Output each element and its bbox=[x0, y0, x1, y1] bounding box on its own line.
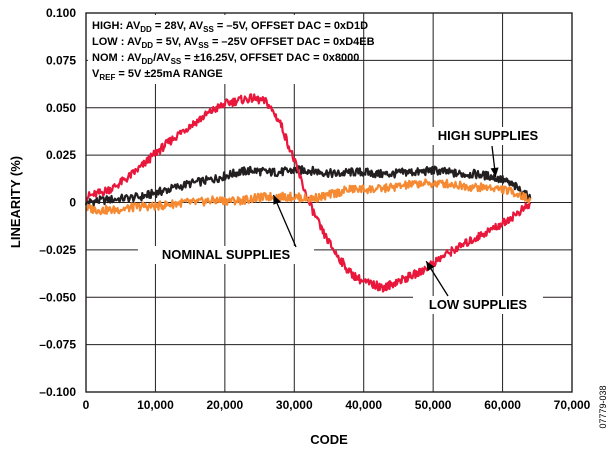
y-tick-label: 0.025 bbox=[46, 148, 76, 162]
legend-text: = 5V ±25mA RANGE bbox=[115, 68, 222, 80]
legend-text: /AV bbox=[153, 52, 171, 64]
annotation-arrow-line bbox=[272, 194, 297, 248]
x-tick-label: 60,000 bbox=[484, 398, 521, 412]
legend-subscript: DD bbox=[142, 57, 154, 66]
y-axis-label: LINEARITY (%) bbox=[8, 156, 23, 248]
legend-text: = ±16.25V, OFFSET DAC = 0x8000 bbox=[181, 52, 359, 64]
annotation-label: HIGH SUPPLIES bbox=[438, 128, 539, 143]
annotation-background bbox=[421, 127, 555, 145]
legend-text: = –25V OFFSET DAC = 0xD4EB bbox=[209, 36, 375, 48]
legend-subscript: DD bbox=[142, 41, 154, 50]
x-tick-label: 50,000 bbox=[415, 398, 452, 412]
legend-box: HIGH: AVDD = 28V, AVSS = –5V, OFFSET DAC… bbox=[88, 15, 375, 84]
legend-subscript: SS bbox=[198, 41, 209, 50]
annotation-background bbox=[138, 246, 314, 264]
legend-line: HIGH: AVDD = 28V, AVSS = –5V, OFFSET DAC… bbox=[92, 20, 368, 34]
plot-frame bbox=[85, 12, 573, 393]
series-line-nominal-supplies bbox=[85, 178, 532, 216]
legend-text: LOW : AV bbox=[92, 36, 142, 48]
legend-subscript: REF bbox=[99, 73, 115, 82]
legend-text: V bbox=[92, 68, 100, 80]
y-tick-label: 0.075 bbox=[46, 53, 76, 67]
x-axis-label: CODE bbox=[310, 432, 348, 447]
x-tick-label: 30,000 bbox=[276, 398, 313, 412]
y-tick-label: –0.075 bbox=[39, 338, 76, 352]
legend-line: VREF = 5V ±25mA RANGE bbox=[92, 68, 223, 82]
annotation-label: LOW SUPPLIES bbox=[429, 297, 528, 312]
annotation-arrowhead bbox=[426, 261, 435, 271]
series-line-low-supplies bbox=[85, 93, 532, 293]
annotation-arrowhead bbox=[273, 194, 281, 205]
x-tick-label: 0 bbox=[83, 398, 90, 412]
x-tick-label: 10,000 bbox=[137, 398, 174, 412]
annotation-label: NOMINAL SUPPLIES bbox=[162, 247, 291, 262]
y-tick-label: –0.025 bbox=[39, 243, 76, 257]
legend-line: NOM : AVDD/AVSS = ±16.25V, OFFSET DAC = … bbox=[92, 52, 359, 66]
legend-subscript: SS bbox=[203, 25, 214, 34]
annotation-background bbox=[413, 296, 543, 314]
series-line-high-supplies bbox=[84, 165, 532, 207]
plot-border bbox=[85, 12, 573, 393]
legend-text: NOM : AV bbox=[92, 52, 142, 64]
y-tick-label: –0.050 bbox=[39, 290, 76, 304]
tick-labels: 0 10,000 20,000 30,000 40,000 50,000 60,000 70,… bbox=[39, 6, 590, 412]
y-tick-label: 0.050 bbox=[46, 101, 76, 115]
annotations: HIGH SUPPLIES NOMINAL SUPPLIES LOW SUPPLIE… bbox=[138, 127, 555, 314]
x-tick-label: 20,000 bbox=[207, 398, 244, 412]
y-tick-label: 0.100 bbox=[46, 6, 76, 20]
legend-text: = 5V, AV bbox=[153, 36, 199, 48]
legend-text: = –5V, OFFSET DAC = 0xD1D bbox=[214, 20, 368, 32]
legend-subscript: SS bbox=[171, 57, 182, 66]
legend-line: LOW : AVDD = 5V, AVSS = –25V OFFSET DAC … bbox=[92, 36, 375, 50]
x-tick-label: 70,000 bbox=[554, 398, 591, 412]
annotation-arrowhead bbox=[490, 167, 499, 177]
legend-text: HIGH: AV bbox=[92, 20, 141, 32]
x-tick-label: 40,000 bbox=[345, 398, 382, 412]
legend-subscript: DD bbox=[140, 25, 152, 34]
y-tick-label: 0 bbox=[69, 196, 76, 210]
y-tick-label: –0.100 bbox=[39, 385, 76, 399]
figure-id-label: 07779-038 bbox=[598, 385, 608, 428]
series-group bbox=[84, 93, 532, 293]
legend-box-background bbox=[88, 15, 336, 84]
legend-text: = 28V, AV bbox=[152, 20, 204, 32]
